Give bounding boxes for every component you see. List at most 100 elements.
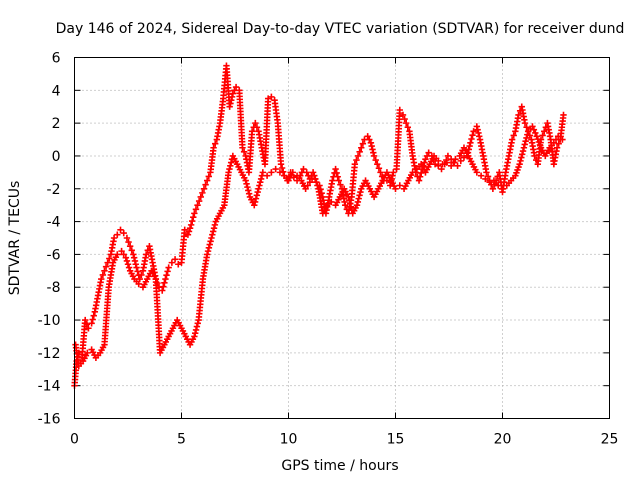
- data-point-interp: [90, 312, 97, 319]
- data-point: [396, 182, 403, 189]
- data-point-interp: [518, 151, 526, 158]
- y-tick-label: 6: [52, 51, 61, 67]
- data-point-interp: [210, 224, 218, 232]
- data-point: [263, 172, 271, 179]
- y-tick-label: -8: [47, 280, 61, 296]
- data-point: [165, 264, 172, 271]
- data-point: [255, 185, 262, 192]
- data-point-interp: [334, 173, 341, 180]
- data-point: [435, 157, 442, 165]
- data-point: [460, 154, 468, 161]
- data-point-interp: [312, 175, 319, 183]
- data-point-interp: [192, 206, 200, 213]
- y-tick-label: -16: [38, 412, 61, 428]
- data-point-interp: [202, 181, 209, 188]
- data-point: [309, 169, 317, 176]
- y-tick-label: 2: [52, 116, 61, 132]
- data-point-interp: [189, 217, 196, 225]
- data-point-interp: [161, 279, 168, 287]
- data-point-interp: [524, 131, 531, 138]
- data-point-interp: [130, 254, 138, 261]
- data-point-interp: [466, 142, 473, 150]
- data-point: [354, 152, 362, 160]
- data-point-interp: [475, 129, 482, 137]
- chart-title: Day 146 of 2024, Sidereal Day-to-day VTE…: [56, 21, 625, 37]
- data-point: [251, 201, 258, 209]
- data-point: [415, 177, 423, 184]
- data-point-interp: [190, 214, 197, 221]
- data-point-interp: [469, 131, 476, 139]
- data-point: [454, 162, 461, 169]
- data-point: [118, 247, 125, 255]
- data-point: [342, 201, 349, 209]
- data-point-interp: [304, 182, 311, 189]
- data-point-interp: [186, 224, 194, 232]
- data-point: [197, 193, 204, 201]
- data-point-interp: [185, 228, 193, 235]
- data-point: [367, 139, 375, 147]
- y-tick-label: -12: [38, 346, 61, 362]
- data-point: [422, 156, 429, 163]
- data-point: [473, 123, 481, 130]
- data-point: [272, 165, 279, 173]
- data-point: [259, 169, 267, 176]
- y-tick-label: -14: [38, 379, 61, 395]
- data-point: [377, 169, 384, 176]
- data-point-interp: [333, 169, 340, 177]
- data-point-interp: [204, 247, 212, 255]
- data-point-interp: [356, 148, 363, 156]
- data-point-interp: [254, 188, 261, 196]
- data-point: [353, 201, 361, 209]
- data-point-interp: [257, 175, 265, 183]
- data-point: [358, 144, 365, 151]
- data-point-interp: [372, 156, 379, 164]
- data-point: [200, 185, 208, 192]
- data-point: [425, 149, 432, 156]
- data-point: [529, 123, 536, 130]
- data-point: [560, 111, 567, 119]
- data-point-interp: [125, 264, 133, 271]
- data-point: [457, 157, 464, 165]
- data-point-interp: [510, 132, 517, 139]
- y-tick-label: -4: [47, 215, 61, 231]
- data-point: [303, 169, 310, 176]
- data-point: [88, 320, 95, 327]
- data-point-interp: [465, 146, 472, 153]
- data-point-interp: [476, 133, 483, 140]
- tick-labels: 0 5 10 15 20 25 -16 -14 -12 -10 -8 -6 -4 -2 0 2 4 6: [38, 51, 619, 448]
- data-point: [495, 182, 502, 189]
- data-point: [302, 185, 309, 192]
- data-point-interp: [523, 124, 530, 131]
- x-tick-label: 25: [601, 432, 619, 448]
- data-point-interp: [209, 231, 216, 238]
- data-point: [142, 251, 150, 258]
- data-point: [447, 162, 455, 169]
- data-point: [541, 128, 548, 135]
- data-point: [396, 106, 403, 114]
- data-point-interp: [355, 195, 362, 202]
- data-point-interp: [205, 173, 212, 180]
- data-point-interp: [356, 192, 363, 199]
- data-point: [191, 333, 198, 340]
- data-point-interp: [404, 124, 412, 131]
- data-point: [328, 198, 335, 206]
- data-point: [499, 185, 506, 192]
- data-point: [351, 160, 359, 168]
- data-point: [162, 275, 169, 283]
- data-point: [168, 259, 176, 266]
- data-point: [300, 165, 307, 173]
- data-point-interp: [102, 263, 110, 270]
- data-point: [516, 160, 523, 168]
- data-point-interp: [106, 255, 113, 262]
- data-point: [114, 231, 121, 238]
- data-point: [559, 136, 566, 143]
- data-point: [276, 169, 284, 176]
- data-point-interp: [209, 228, 217, 235]
- data-point-interp: [205, 244, 213, 252]
- data-point: [335, 177, 342, 184]
- data-point: [521, 119, 529, 127]
- data-point-interp: [120, 251, 127, 258]
- data-point: [554, 133, 562, 140]
- data-point: [277, 160, 285, 168]
- data-point-interp: [517, 157, 524, 165]
